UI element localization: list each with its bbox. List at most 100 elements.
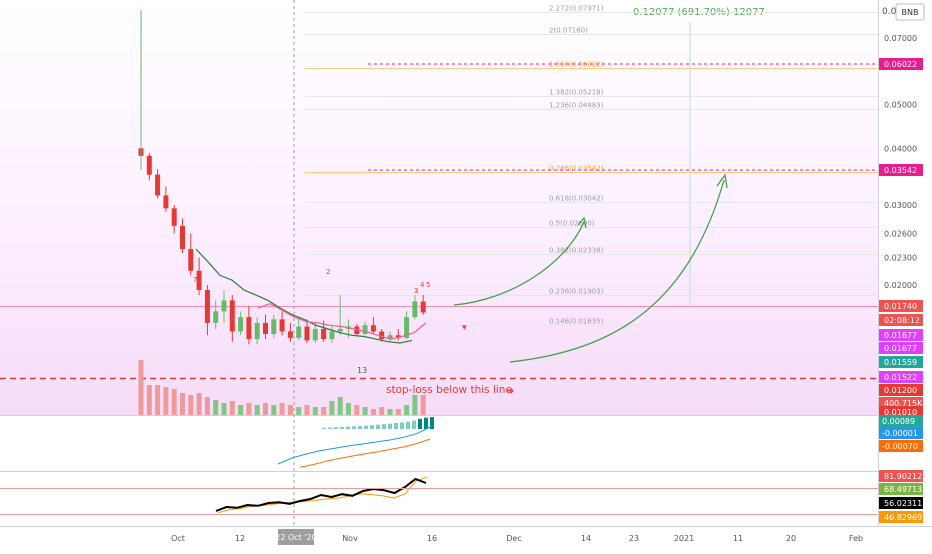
stop-loss-annotation[interactable]: stop-loss below this line: [386, 384, 512, 396]
rsi-tag-text: 81.90212: [884, 472, 922, 481]
price-tag-text: 0.01010: [884, 408, 917, 417]
macd-hist-bar: [340, 426, 344, 429]
volume-bar: [304, 405, 310, 415]
wave-label-4: 4: [420, 281, 425, 289]
fibonacci-extension[interactable]: 2.272(0.07971) 2(0.07160) 1.618(0.06022) 1.…: [305, 5, 878, 326]
rsi-tag-box: [879, 483, 923, 495]
volume-bar: [387, 409, 393, 415]
wave-label-3: 3: [414, 287, 418, 295]
volume-bar: [196, 393, 202, 415]
time-axis-background: [0, 527, 932, 550]
volume-bars: [138, 360, 426, 415]
macd-line: [277, 425, 433, 465]
volume-bar: [329, 401, 335, 415]
volume-bar: [221, 403, 227, 415]
time-axis-ticks[interactable]: Oct 12 Nov 16 Dec 14 23 2021 11 20 Feb: [171, 534, 863, 543]
time-tick-label: 12: [235, 534, 245, 543]
time-tick-label: Feb: [849, 534, 863, 543]
price-tick-label: 0.07000: [884, 34, 917, 43]
macd-tag-box: [879, 427, 923, 439]
macd-tag-text: -0.00070: [882, 442, 918, 451]
volume-bar: [171, 389, 177, 415]
price-tag-text: 0.03542: [884, 166, 917, 175]
rsi-pane-background: [0, 472, 878, 527]
candle-body: [287, 331, 293, 338]
volume-bar: [238, 405, 244, 415]
price-pane-background: [0, 0, 878, 415]
macd-hist-bar: [358, 426, 362, 429]
candle-body: [296, 326, 302, 338]
candlesticks[interactable]: [138, 10, 426, 345]
moving-average-line[interactable]: [257, 302, 427, 340]
candle-body: [279, 319, 285, 332]
crosshair-date: 22 Oct '20: [275, 533, 316, 542]
macd-hist-bar: [400, 422, 404, 429]
candle-body: [213, 311, 219, 323]
candle-body: [379, 331, 385, 340]
candle-body: [387, 335, 393, 340]
symbol-badge[interactable]: [895, 3, 925, 21]
macd-tag-text: 0.00089: [882, 417, 915, 426]
price-tags: 0.06022 0.03542 0.01740 02:08:12 0.01677 0.01…: [879, 58, 923, 523]
price-tick-label: 0.04000: [884, 144, 917, 153]
volume-bar: [346, 403, 351, 415]
fib-level-label: 0.146(0.01635): [549, 318, 604, 326]
volume-bar: [420, 395, 426, 415]
rsi-line: [215, 477, 427, 512]
volume-bar: [321, 407, 327, 415]
price-tick-label: 0.02300: [884, 253, 917, 262]
volume-bar: [362, 407, 368, 415]
candle-body: [204, 289, 210, 323]
candle-body: [412, 301, 418, 318]
time-tick-label: Oct: [171, 534, 185, 543]
price-tag-text: 02:08:12: [884, 316, 920, 325]
candle-body: [180, 225, 185, 250]
candle-body: [188, 249, 194, 271]
fib-level-label: 0.5(0.02690): [549, 220, 595, 228]
volume-bar: [213, 400, 219, 415]
projection-curve-1[interactable]: [453, 221, 585, 306]
candle-body: [246, 317, 252, 340]
macd-pane-background: [0, 415, 878, 472]
rsi-tag-box: [879, 497, 923, 509]
macd-histogram: [322, 417, 434, 429]
price-tag-text: 0.01559: [884, 358, 917, 367]
macd-tag-box: [879, 415, 923, 427]
projection-arrowhead-1: [577, 216, 587, 229]
volume-bar: [337, 397, 343, 415]
price-tag-text: 0.01740: [884, 302, 917, 311]
fib-level-label: 2(0.07160): [549, 27, 588, 35]
supertrend-line[interactable]: [195, 248, 413, 344]
candle-body: [221, 300, 227, 312]
rsi-tag-box: [879, 511, 923, 523]
volume-bar: [263, 403, 268, 415]
projection-curve-2[interactable]: [509, 179, 725, 363]
time-tick-label: 20: [786, 534, 796, 543]
volume-bar: [204, 397, 210, 415]
price-tag-box: [879, 356, 923, 368]
price-tag-box: [879, 164, 923, 176]
macd-hist-bar: [352, 426, 356, 429]
macd-hist-bar: [424, 417, 428, 429]
macd-hist-bar: [370, 425, 374, 429]
time-tick-label: Nov: [342, 534, 358, 543]
price-axis-ticks[interactable]: 0.07000 0.05000 0.04000 0.03000 0.02600 0.023…: [884, 34, 917, 290]
time-tick-label: 23: [629, 534, 639, 543]
price-tick-label: 0.03000: [884, 201, 917, 210]
price-tag-box: [879, 371, 923, 383]
macd-hist-bar: [328, 427, 332, 429]
volume-bar: [155, 385, 161, 415]
rsi-tag-text: 68.49713: [884, 485, 922, 494]
candle-body: [163, 195, 169, 209]
macd-hist-bar: [406, 421, 410, 429]
top-right-label: 0.0: [882, 7, 897, 17]
td-label-7: 7: [193, 276, 197, 284]
price-tag-box: [879, 329, 923, 341]
price-tag-text: 0.01522: [884, 373, 917, 382]
macd-hist-bar: [376, 424, 380, 429]
candle-body: [354, 326, 360, 334]
candle-body: [271, 319, 277, 334]
candle-body: [146, 155, 152, 175]
price-tag-text: 0.01677: [884, 344, 917, 353]
